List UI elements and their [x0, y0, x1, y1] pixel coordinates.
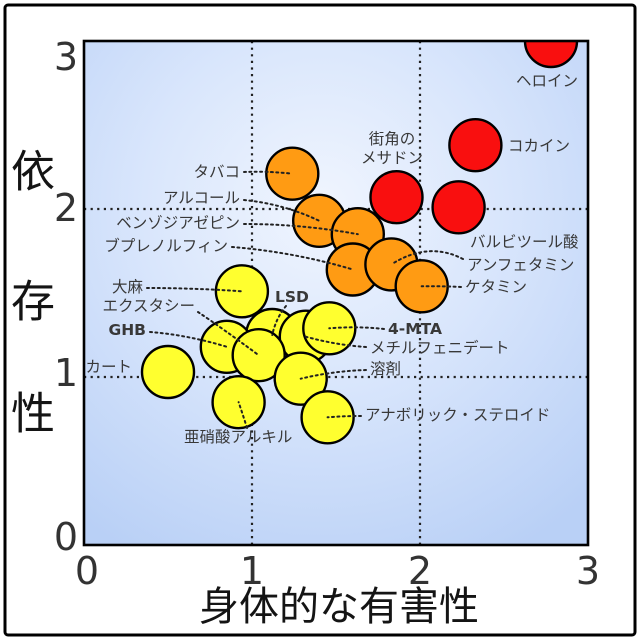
- point-cannabis: [214, 264, 270, 319]
- y-axis-title-char-1: 依: [11, 147, 55, 198]
- y-tick-2: 2: [54, 186, 78, 230]
- label-anabolic-steroids: アナボリック・ステロイド: [365, 406, 550, 424]
- point-ecstasy: [231, 328, 286, 383]
- point-cocaine: [448, 117, 503, 173]
- leader-lines: [146, 170, 464, 429]
- plot-area: [84, 41, 588, 545]
- leader-4-mta: [328, 326, 385, 330]
- y-tick-3: 3: [54, 35, 78, 79]
- leader-methylphenidate: [304, 335, 367, 348]
- leader-tobacco: [243, 170, 294, 175]
- label-alkyl-nitrites: 亜硝酸アルキル: [184, 428, 292, 446]
- label-buprenorphine: ブプレノルフィン: [104, 236, 228, 255]
- y-tick-0: 0: [54, 515, 78, 559]
- x-tick-1: 1: [240, 549, 264, 593]
- label-lsd: LSD: [275, 288, 309, 306]
- leader-lsd: [271, 305, 287, 336]
- point-street-methadone: [369, 169, 424, 225]
- x-tick-3: 3: [576, 549, 600, 593]
- label-amphetamine: アンフェタミン: [467, 256, 574, 274]
- label-street-methadone: 街角のメサドン: [361, 130, 423, 167]
- x-axis-ticks: 0 1 2 3: [75, 549, 600, 593]
- x-tick-2: 2: [408, 549, 432, 593]
- leader-solvents: [299, 369, 367, 380]
- label-tobacco: タバコ: [193, 163, 240, 181]
- y-axis-ticks: 3 2 1 0: [54, 35, 78, 559]
- y-axis-title-char-3: 性: [11, 389, 55, 440]
- label-alcohol: アルコール: [163, 189, 240, 207]
- label-4-mta: 4-MTA: [388, 320, 442, 338]
- y-axis-title-char-2: 存: [11, 277, 55, 328]
- leader-alcohol: [243, 199, 321, 222]
- label-khat: カート: [85, 358, 132, 376]
- label-heroin: ヘロイン: [516, 72, 578, 90]
- label-solvents: 溶剤: [370, 360, 401, 378]
- x-axis-title: 身体的な有害性: [199, 584, 479, 630]
- label-benzodiazepines: ベンゾジアゼピン: [116, 214, 240, 232]
- y-axis-title: 依 存 性: [11, 147, 55, 440]
- label-methylphenidate: メチルフェニデート: [370, 338, 510, 357]
- leader-cannabis: [146, 287, 243, 293]
- x-tick-0: 0: [75, 549, 99, 593]
- point-barbiturates: [431, 180, 486, 235]
- point-tobacco: [265, 146, 320, 201]
- leader-anabolic-steroids: [326, 415, 362, 419]
- leader-benzodiazepines: [243, 223, 359, 236]
- leader-ecstasy: [197, 311, 260, 357]
- y-tick-1: 1: [54, 351, 78, 395]
- plot-border: [82, 39, 590, 547]
- label-cannabis: 大麻: [112, 278, 144, 296]
- label-ghb: GHB: [108, 321, 146, 339]
- leader-ghb: [149, 331, 228, 348]
- leader-alkyl-nitrites: [237, 401, 248, 429]
- label-cocaine: コカイン: [508, 137, 570, 155]
- label-ketamine: ケタミン: [465, 278, 527, 296]
- leader-amphetamine: [390, 250, 464, 266]
- label-ecstasy: エクスタシー: [102, 297, 195, 315]
- label-barbiturates: バルビツール酸: [470, 233, 579, 251]
- point-khat: [140, 344, 196, 400]
- leader-buprenorphine: [231, 246, 354, 271]
- point-heroin: [523, 41, 579, 69]
